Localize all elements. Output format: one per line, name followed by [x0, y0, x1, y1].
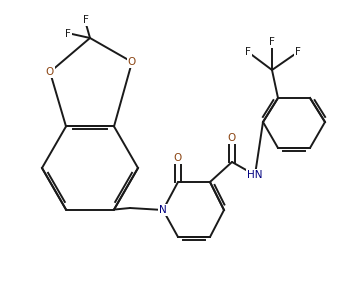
Text: O: O: [174, 153, 182, 163]
Text: F: F: [245, 47, 251, 57]
Text: HN: HN: [247, 170, 263, 180]
Text: F: F: [269, 37, 275, 47]
Text: F: F: [295, 47, 301, 57]
Text: O: O: [46, 67, 54, 77]
Text: F: F: [65, 29, 71, 39]
Text: O: O: [228, 133, 236, 143]
Text: F: F: [83, 15, 89, 25]
Text: N: N: [159, 205, 167, 215]
Text: O: O: [128, 57, 136, 67]
